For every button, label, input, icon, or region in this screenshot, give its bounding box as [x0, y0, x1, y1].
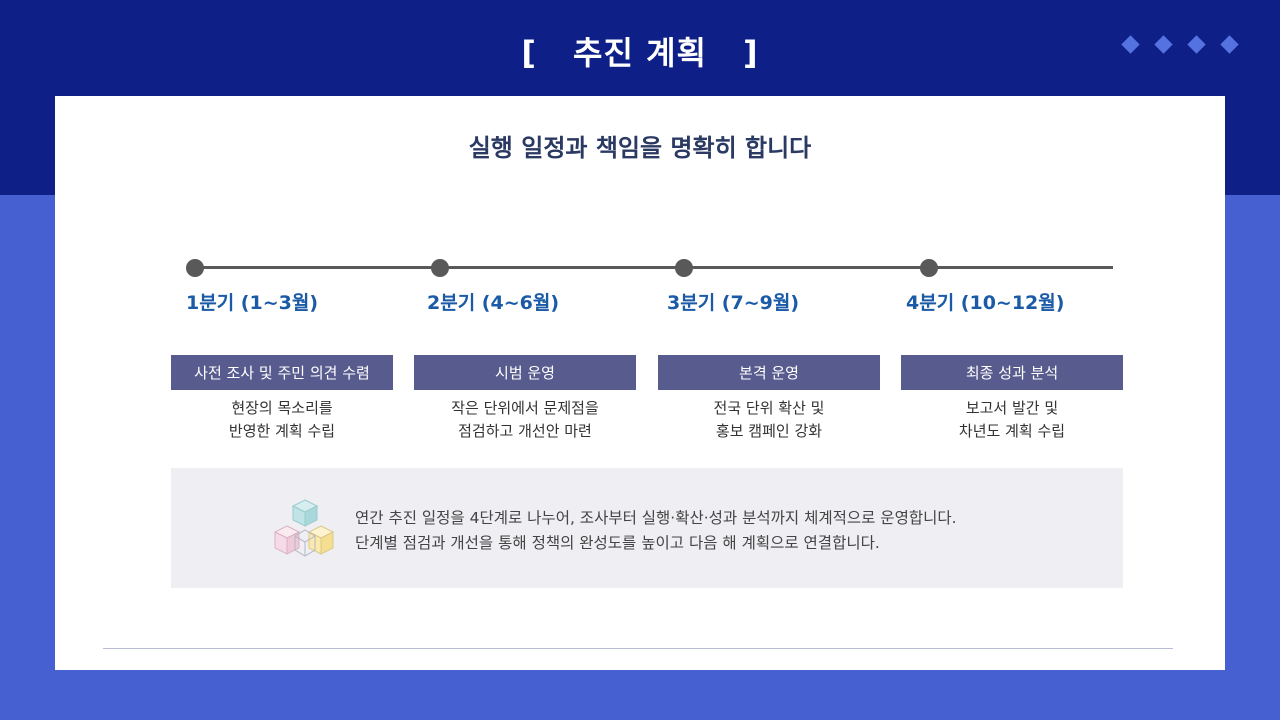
diamond-icon	[1220, 35, 1239, 54]
phase-title-3: 본격 운영	[658, 355, 880, 390]
summary-box	[171, 468, 1123, 588]
phase-desc-line: 전국 단위 확산 및	[713, 399, 825, 417]
phase-desc-line: 차년도 계획 수립	[958, 422, 1066, 440]
title-bracket-right: ]	[742, 34, 759, 72]
quarter-label-2: 2분기 (4~6월)	[427, 292, 560, 314]
timeline-dot-4	[920, 259, 938, 277]
cubes-icon	[273, 499, 335, 557]
quarter-label-1: 1분기 (1~3월)	[186, 292, 319, 314]
summary-text: 연간 추진 일정을 4단계로 나누어, 조사부터 실행·확산·성과 분석까지 체…	[355, 506, 957, 556]
title-text: 추진 계획	[573, 34, 707, 72]
page-title: [ 추진 계획]	[0, 28, 1280, 74]
phase-desc-3: 전국 단위 확산 및 홍보 캠페인 강화	[658, 397, 880, 443]
timeline-dot-3	[675, 259, 693, 277]
phase-desc-line: 홍보 캠페인 강화	[715, 422, 823, 440]
quarter-label-3: 3분기 (7~9월)	[667, 292, 800, 314]
phase-desc-4: 보고서 발간 및 차년도 계획 수립	[901, 397, 1123, 443]
quarter-label-4: 4분기 (10~12월)	[906, 292, 1065, 314]
summary-line-2: 단계별 점검과 개선을 통해 정책의 완성도를 높이고 다음 해 계획으로 연결…	[355, 534, 880, 552]
phase-desc-1: 현장의 목소리를 반영한 계획 수립	[171, 397, 393, 443]
timeline-dot-1	[186, 259, 204, 277]
bottom-divider	[103, 648, 1173, 649]
phase-desc-line: 작은 단위에서 문제점을	[451, 399, 599, 417]
phase-desc-line: 현장의 목소리를	[231, 399, 333, 417]
timeline-dot-2	[431, 259, 449, 277]
phase-title-1: 사전 조사 및 주민 의견 수렴	[171, 355, 393, 390]
phase-desc-line: 반영한 계획 수립	[228, 422, 336, 440]
title-bracket-left: [	[521, 34, 538, 72]
timeline-line	[195, 266, 1113, 269]
decorative-diamonds	[1121, 35, 1239, 54]
summary-line-1: 연간 추진 일정을 4단계로 나누어, 조사부터 실행·확산·성과 분석까지 체…	[355, 509, 957, 527]
phase-title-2: 시범 운영	[414, 355, 636, 390]
diamond-icon	[1121, 35, 1140, 54]
subtitle: 실행 일정과 책임을 명확히 합니다	[468, 134, 812, 162]
diamond-icon	[1187, 35, 1206, 54]
phase-desc-line: 보고서 발간 및	[965, 399, 1059, 417]
phase-title-4: 최종 성과 분석	[901, 355, 1123, 390]
phase-desc-2: 작은 단위에서 문제점을 점검하고 개선안 마련	[414, 397, 636, 443]
diamond-icon	[1154, 35, 1173, 54]
phase-desc-line: 점검하고 개선안 마련	[458, 422, 592, 440]
